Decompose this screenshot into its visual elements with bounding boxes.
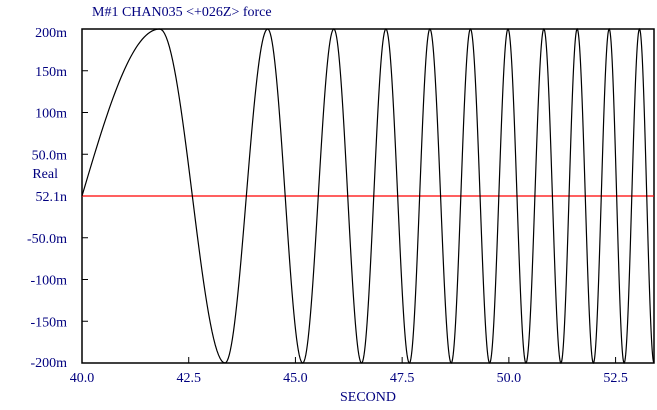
x-tick-label: 45.0 [283,371,308,386]
chart-title: M#1 CHAN035 <+026Z> force [92,5,272,20]
x-tick-label: 47.5 [390,371,415,386]
y-tick-label: -150m [30,315,67,330]
plot-area: 200m 150m 100m 50.0m 52.1n -50.0m -100m -150m -2… [27,26,655,386]
y-axis-label: Real [32,167,58,182]
x-tick-label: 50.0 [497,371,522,386]
y-tick-label: -50.0m [27,232,67,247]
x-tick-label: 52.5 [603,371,628,386]
x-tick-label: 42.5 [176,371,201,386]
signal-line [81,27,655,365]
y-tick-label: 52.1n [36,190,68,205]
y-tick-label: 100m [35,107,67,122]
y-tick-label: 150m [35,65,67,80]
y-tick-label: -200m [30,356,67,371]
x-tick-label: 40.0 [70,371,95,386]
y-tick-label: -100m [30,274,67,289]
x-axis-label: SECOND [340,390,396,405]
y-tick-label: 50.0m [32,148,68,163]
y-tick-label: 200m [35,26,67,41]
